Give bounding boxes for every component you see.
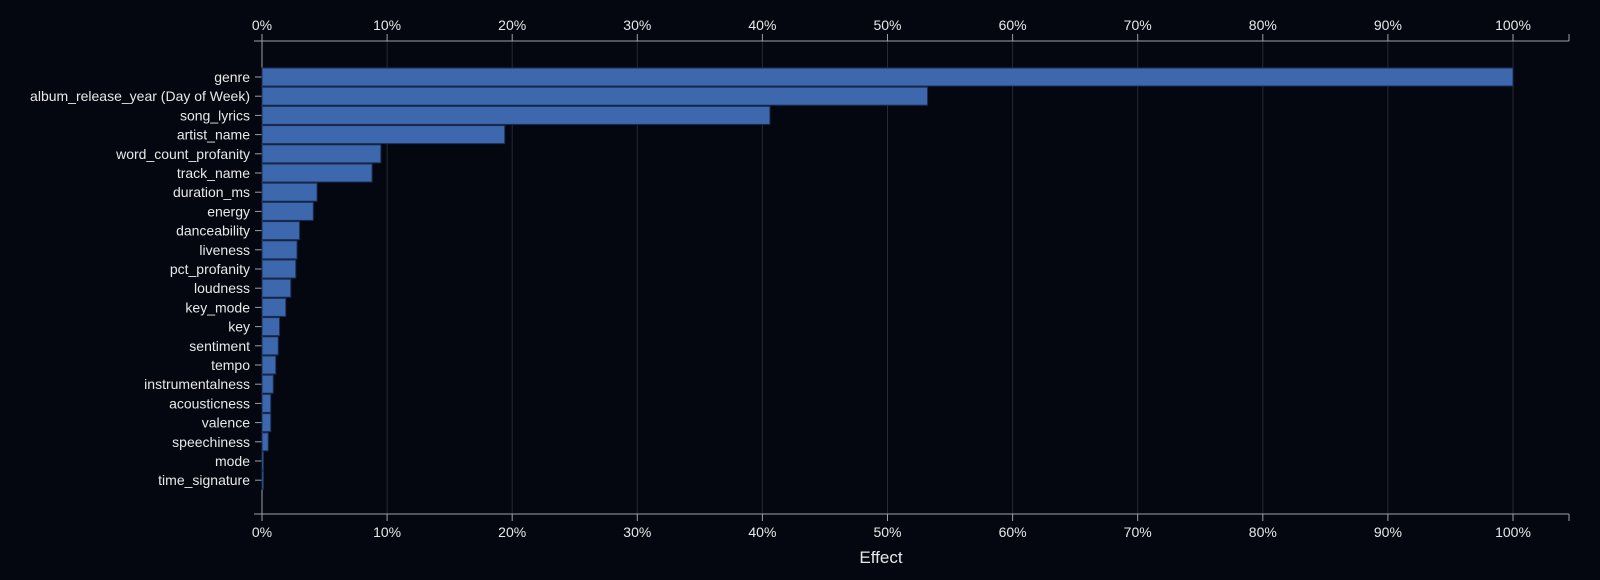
top-x-axis: 0% 10% 20% 30% 40% 50% 60% 70% 80% 90% 100% [252,17,1570,42]
bar [261,144,382,164]
category-label: instrumentalness [144,376,250,392]
bar [261,163,373,183]
bar [261,355,277,375]
category-label: time_signature [158,472,250,488]
category-label: loudness [194,280,250,296]
bar [261,336,279,356]
bar [261,470,264,490]
bar [261,413,272,433]
category-label: valence [202,415,250,431]
bar [261,259,297,279]
x-tick-label: 20% [498,524,526,540]
x-tick-label: 100% [1495,17,1531,33]
bar [261,297,287,317]
bar [261,451,264,471]
bars [261,67,1514,490]
x-tick-label: 80% [1249,524,1277,540]
bar [261,393,272,413]
x-tick-label: 0% [252,524,272,540]
bottom-x-axis: 0% 10% 20% 30% 40% 50% 60% 70% 80% 90% 100% [252,513,1570,540]
x-tick-label: 20% [498,17,526,33]
x-tick-label: 90% [1374,524,1402,540]
bar [261,67,1514,87]
category-label: acousticness [169,395,250,411]
x-axis-title: Effect [859,548,902,567]
category-label: liveness [199,242,250,258]
bar [261,105,771,125]
category-label: album_release_year (Day of Week) [30,88,250,104]
category-label: word_count_profanity [115,146,250,162]
x-tick-label: 60% [999,524,1027,540]
x-tick-label: 30% [623,17,651,33]
category-label: danceability [176,223,250,239]
y-axis: genre album_release_year (Day of Week) son… [30,41,263,514]
x-tick-label: 70% [1124,17,1152,33]
x-tick-label: 80% [1249,17,1277,33]
bar [261,182,318,202]
category-label: artist_name [177,127,250,143]
category-label: song_lyrics [180,107,250,123]
bar [261,125,506,145]
x-tick-label: 40% [748,524,776,540]
x-tick-label: 50% [873,524,901,540]
category-label: sentiment [189,338,250,354]
category-label: duration_ms [173,184,250,200]
bar [261,221,301,241]
category-label: key [228,319,250,335]
category-label: tempo [211,357,250,373]
category-label: pct_profanity [170,261,250,277]
x-tick-label: 40% [748,17,776,33]
x-tick-label: 100% [1495,524,1531,540]
category-label: energy [207,203,250,219]
x-tick-label: 50% [873,17,901,33]
category-label: key_mode [185,299,250,315]
category-label: track_name [177,165,250,181]
x-tick-label: 30% [623,524,651,540]
category-label: genre [214,69,250,85]
bar [261,201,314,221]
x-tick-label: 90% [1374,17,1402,33]
x-tick-label: 10% [373,17,401,33]
bar [261,240,298,260]
bar [261,374,274,394]
bar [261,432,269,452]
bar [261,278,292,298]
bar [261,317,281,337]
bar [261,86,929,106]
category-label: mode [215,453,250,469]
category-label: speechiness [172,434,250,450]
x-tick-label: 10% [373,524,401,540]
x-tick-label: 0% [252,17,272,33]
x-tick-label: 70% [1124,524,1152,540]
x-tick-label: 60% [999,17,1027,33]
